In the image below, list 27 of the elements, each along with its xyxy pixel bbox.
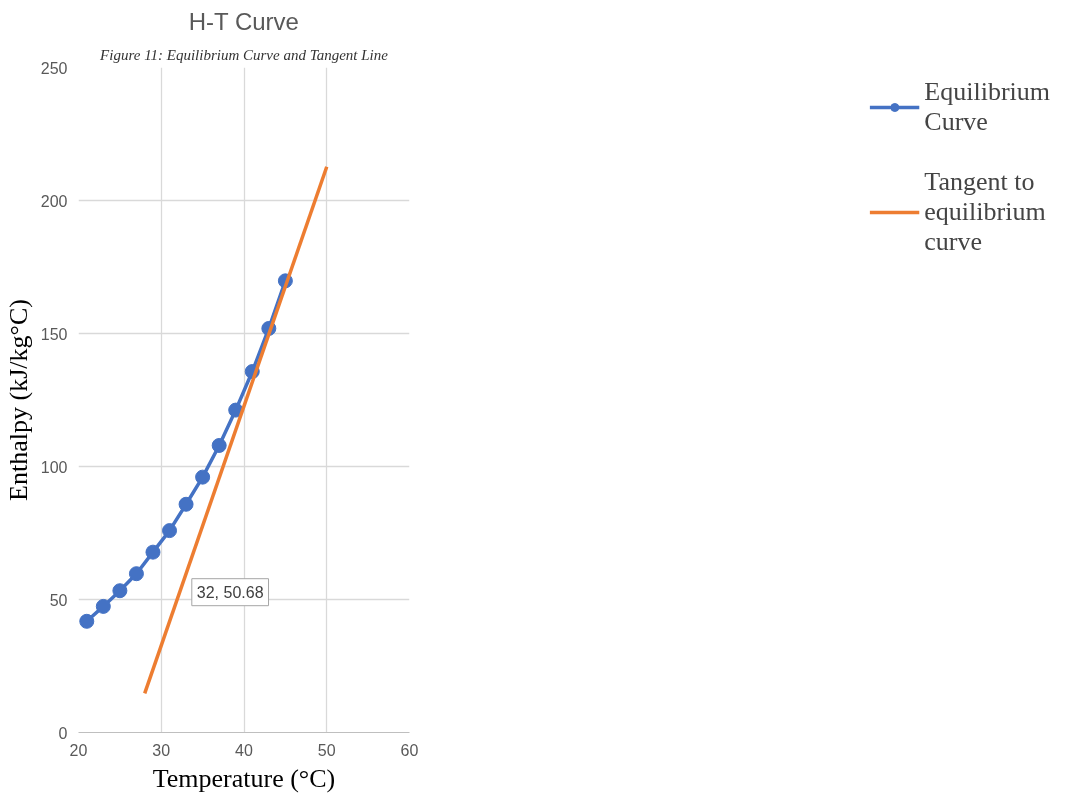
y-tick-label: 50 xyxy=(49,591,68,609)
chart-title: H-T Curve xyxy=(188,7,299,35)
legend-label: Equilibrium Curve xyxy=(924,77,1050,137)
y-tick-label: 250 xyxy=(40,59,68,77)
point xyxy=(211,438,227,453)
point xyxy=(112,583,128,599)
y-tick-label: 100 xyxy=(40,458,68,476)
point xyxy=(145,544,161,560)
y-axis-title: Enthalpy (kJ/kg°C) xyxy=(3,299,33,501)
point xyxy=(178,496,194,512)
y-tick-label: 150 xyxy=(40,325,68,343)
x-axis-title: Temperature (°C) xyxy=(152,763,336,793)
x-tick-label: 60 xyxy=(400,741,419,759)
legend-label: Tangent to equilibrium curve xyxy=(924,167,1046,257)
point xyxy=(128,566,144,582)
x-tick-label: 20 xyxy=(69,741,88,759)
x-tick-label: 40 xyxy=(235,741,253,759)
x-tick-label: 30 xyxy=(152,741,171,759)
point xyxy=(195,469,211,485)
point xyxy=(79,613,95,629)
point xyxy=(162,523,178,539)
y-tick-label: 0 xyxy=(58,724,68,742)
x-tick-label: 50 xyxy=(317,741,336,759)
annotation: 32, 50.68 xyxy=(196,583,264,601)
y-tick-label: 200 xyxy=(40,192,68,210)
caption: Figure 11: Equilibrium Curve and Tangent Line xyxy=(99,46,389,63)
point xyxy=(95,598,111,614)
